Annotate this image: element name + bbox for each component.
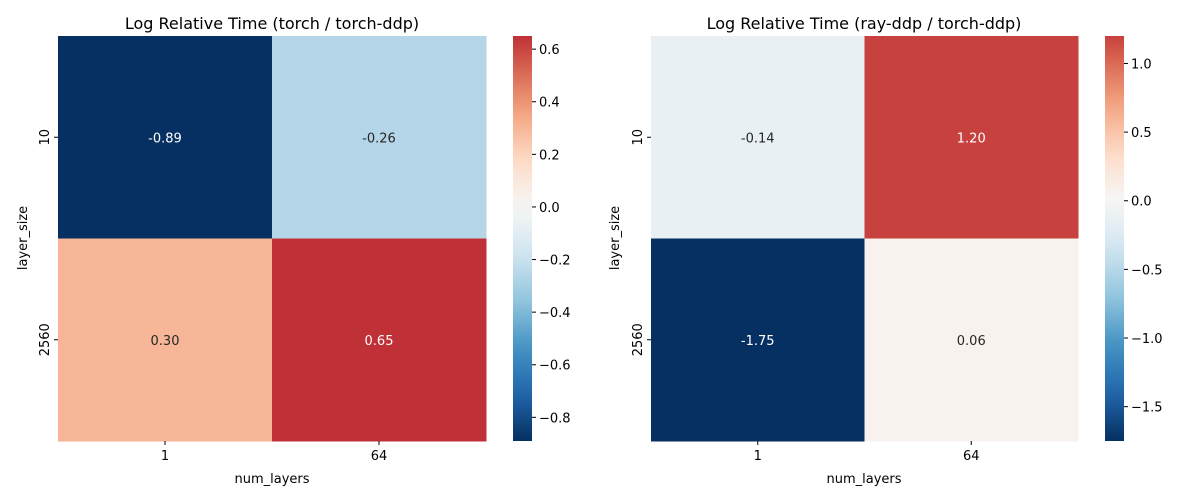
- cell-value-label: -0.89: [148, 131, 182, 146]
- heatmap-cell: [58, 36, 273, 239]
- x-tick-label: 64: [371, 449, 388, 464]
- y-tick-label: 10: [38, 129, 53, 146]
- x-axis: 1 64: [161, 441, 387, 464]
- colorbar-tick-label: −0.5: [1131, 263, 1163, 278]
- heatmap-cell: [58, 238, 273, 442]
- colorbar-tick-label: 1.0: [1131, 57, 1152, 72]
- y-tick-label: 10: [631, 129, 646, 146]
- heatmap-cell: [272, 36, 487, 239]
- colorbar-tick-label: −1.0: [1131, 332, 1163, 347]
- colorbar-tick-label: −0.8: [539, 411, 571, 426]
- y-tick-label: 2560: [38, 323, 53, 356]
- cell-value-label: -0.26: [362, 131, 396, 146]
- heatmap-panel-2: Log Relative Time (ray-ddp / torch-ddp) …: [608, 14, 1163, 487]
- heatmap-cell: [651, 36, 865, 239]
- x-axis: 1 64: [754, 441, 980, 464]
- heatmap-cell: [272, 238, 487, 442]
- colorbar-tick-label: −1.5: [1131, 401, 1163, 416]
- cell-value-label: -0.14: [741, 131, 775, 146]
- cell-value-label: -1.75: [741, 334, 775, 349]
- y-axis-label: layer_size: [16, 206, 31, 270]
- y-axis-label: layer_size: [608, 206, 623, 270]
- heatmap-cell: [864, 238, 1079, 442]
- heatmap-cells: -0.14 1.20 -1.75 0.06: [651, 36, 1079, 442]
- cell-value-label: 0.65: [365, 334, 394, 349]
- colorbar-gradient: [1105, 36, 1124, 441]
- heatmap-cells: -0.89 -0.26 0.30 0.65: [58, 36, 487, 442]
- x-axis-label: num_layers: [826, 472, 901, 487]
- x-tick-label: 64: [963, 449, 980, 464]
- colorbar-tick-label: 0.4: [539, 96, 560, 111]
- colorbar-tick-label: 0.2: [539, 148, 560, 163]
- y-axis: 10 2560: [631, 129, 651, 356]
- colorbar-tick-label: 0.0: [539, 201, 560, 216]
- colorbar: 1.0 0.5 0.0 −0.5 −1.0 −1.5: [1105, 36, 1163, 441]
- colorbar-tick-label: −0.2: [539, 254, 571, 269]
- cell-value-label: 1.20: [957, 131, 986, 146]
- heatmap-cell: [651, 238, 865, 442]
- colorbar-tick-label: −0.4: [539, 306, 571, 321]
- colorbar-tick-label: 0.5: [1131, 126, 1152, 141]
- colorbar-tick-label: 0.0: [1131, 195, 1152, 210]
- x-axis-label: num_layers: [234, 472, 309, 487]
- colorbar: 0.6 0.4 0.2 0.0 −0.2 −0.4 −0.6 −0.8: [513, 36, 571, 441]
- colorbar-tick-label: 0.6: [539, 43, 560, 58]
- colorbar-tick-label: −0.6: [539, 359, 571, 374]
- cell-value-label: 0.06: [957, 334, 986, 349]
- chart-title: Log Relative Time (torch / torch-ddp): [125, 14, 419, 33]
- chart-title: Log Relative Time (ray-ddp / torch-ddp): [707, 14, 1022, 33]
- x-tick-label: 1: [161, 449, 169, 464]
- y-tick-label: 2560: [631, 323, 646, 356]
- x-tick-label: 1: [754, 449, 762, 464]
- y-axis: 10 2560: [38, 129, 58, 356]
- heatmap-cell: [864, 36, 1079, 239]
- colorbar-gradient: [513, 36, 532, 441]
- heatmap-panel-1: Log Relative Time (torch / torch-ddp) -0…: [16, 14, 571, 487]
- cell-value-label: 0.30: [151, 334, 180, 349]
